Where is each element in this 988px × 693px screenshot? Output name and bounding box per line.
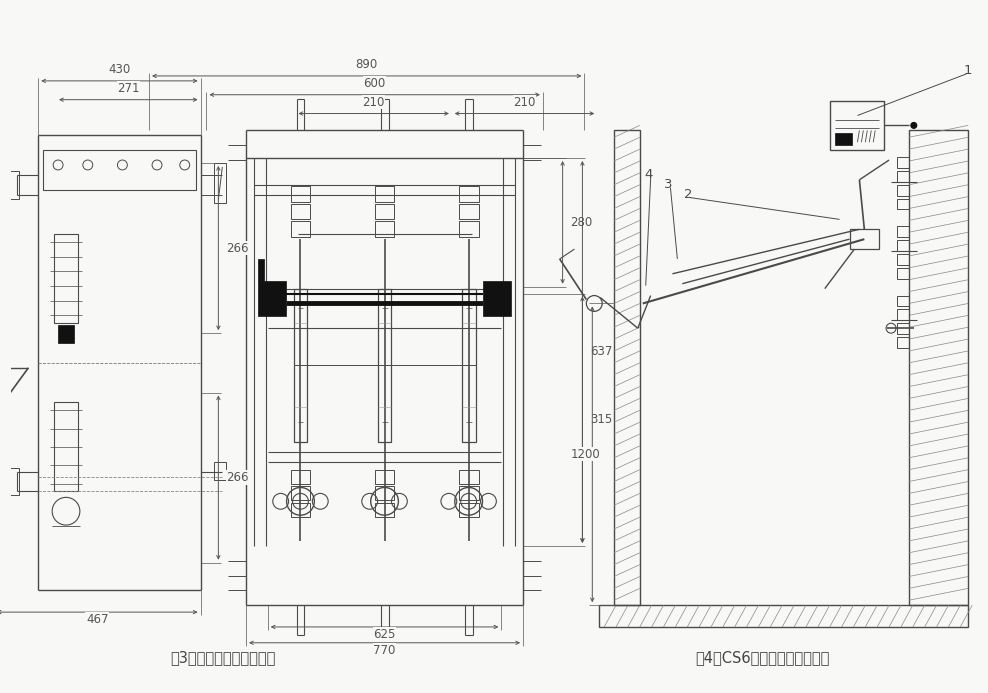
Bar: [5, 171, 19, 199]
Text: 266: 266: [226, 471, 249, 484]
Bar: [461, 288, 475, 442]
Bar: [258, 281, 286, 316]
Text: 图3、脱扣器撞击负荷开关: 图3、脱扣器撞击负荷开关: [171, 650, 276, 665]
Bar: [290, 221, 310, 237]
Bar: [374, 486, 394, 500]
Bar: [897, 254, 909, 265]
Bar: [290, 503, 310, 517]
Bar: [290, 486, 310, 500]
Bar: [897, 295, 909, 306]
Text: 625: 625: [373, 628, 396, 641]
Text: 1200: 1200: [570, 448, 601, 461]
Bar: [377, 288, 391, 442]
Text: 271: 271: [118, 82, 139, 95]
Bar: [897, 185, 909, 195]
Bar: [897, 323, 909, 334]
Text: 280: 280: [570, 216, 593, 229]
Bar: [909, 130, 968, 605]
Bar: [458, 470, 478, 484]
Bar: [458, 204, 478, 220]
Text: 3: 3: [664, 178, 673, 191]
Bar: [897, 337, 909, 348]
Bar: [290, 470, 310, 484]
Text: 图4、CS6操作机构安装示意图: 图4、CS6操作机构安装示意图: [696, 650, 830, 665]
Text: 1: 1: [964, 64, 972, 78]
Text: 2: 2: [684, 188, 693, 201]
Bar: [897, 199, 909, 209]
Text: 600: 600: [364, 77, 385, 90]
Bar: [58, 325, 74, 343]
Bar: [600, 605, 968, 627]
Bar: [214, 462, 226, 480]
Bar: [5, 468, 19, 495]
Bar: [897, 227, 909, 237]
Text: 770: 770: [373, 644, 396, 657]
Bar: [374, 503, 394, 517]
Bar: [897, 240, 909, 251]
Bar: [897, 157, 909, 168]
Bar: [54, 403, 78, 491]
Text: 315: 315: [590, 413, 613, 426]
Text: 467: 467: [86, 613, 109, 626]
Bar: [835, 133, 853, 146]
Text: 210: 210: [363, 96, 385, 109]
Bar: [374, 186, 394, 202]
Bar: [897, 309, 909, 320]
Bar: [290, 204, 310, 220]
Bar: [458, 221, 478, 237]
Text: 890: 890: [356, 58, 377, 71]
Bar: [483, 281, 511, 316]
Bar: [850, 229, 879, 249]
Bar: [458, 503, 478, 517]
Bar: [43, 150, 196, 190]
Text: 637: 637: [590, 345, 613, 358]
Bar: [458, 186, 478, 202]
Text: 430: 430: [109, 63, 130, 76]
Bar: [615, 130, 640, 605]
Bar: [374, 221, 394, 237]
Bar: [897, 268, 909, 279]
Bar: [374, 204, 394, 220]
Bar: [258, 259, 264, 281]
Bar: [293, 288, 307, 442]
Circle shape: [911, 123, 917, 128]
Text: 4: 4: [644, 168, 653, 182]
Text: 266: 266: [226, 242, 249, 254]
Bar: [214, 163, 226, 202]
Bar: [54, 234, 78, 323]
Text: 210: 210: [514, 96, 535, 109]
Bar: [290, 186, 310, 202]
Bar: [374, 470, 394, 484]
Bar: [458, 486, 478, 500]
Bar: [830, 100, 884, 150]
Bar: [897, 171, 909, 182]
